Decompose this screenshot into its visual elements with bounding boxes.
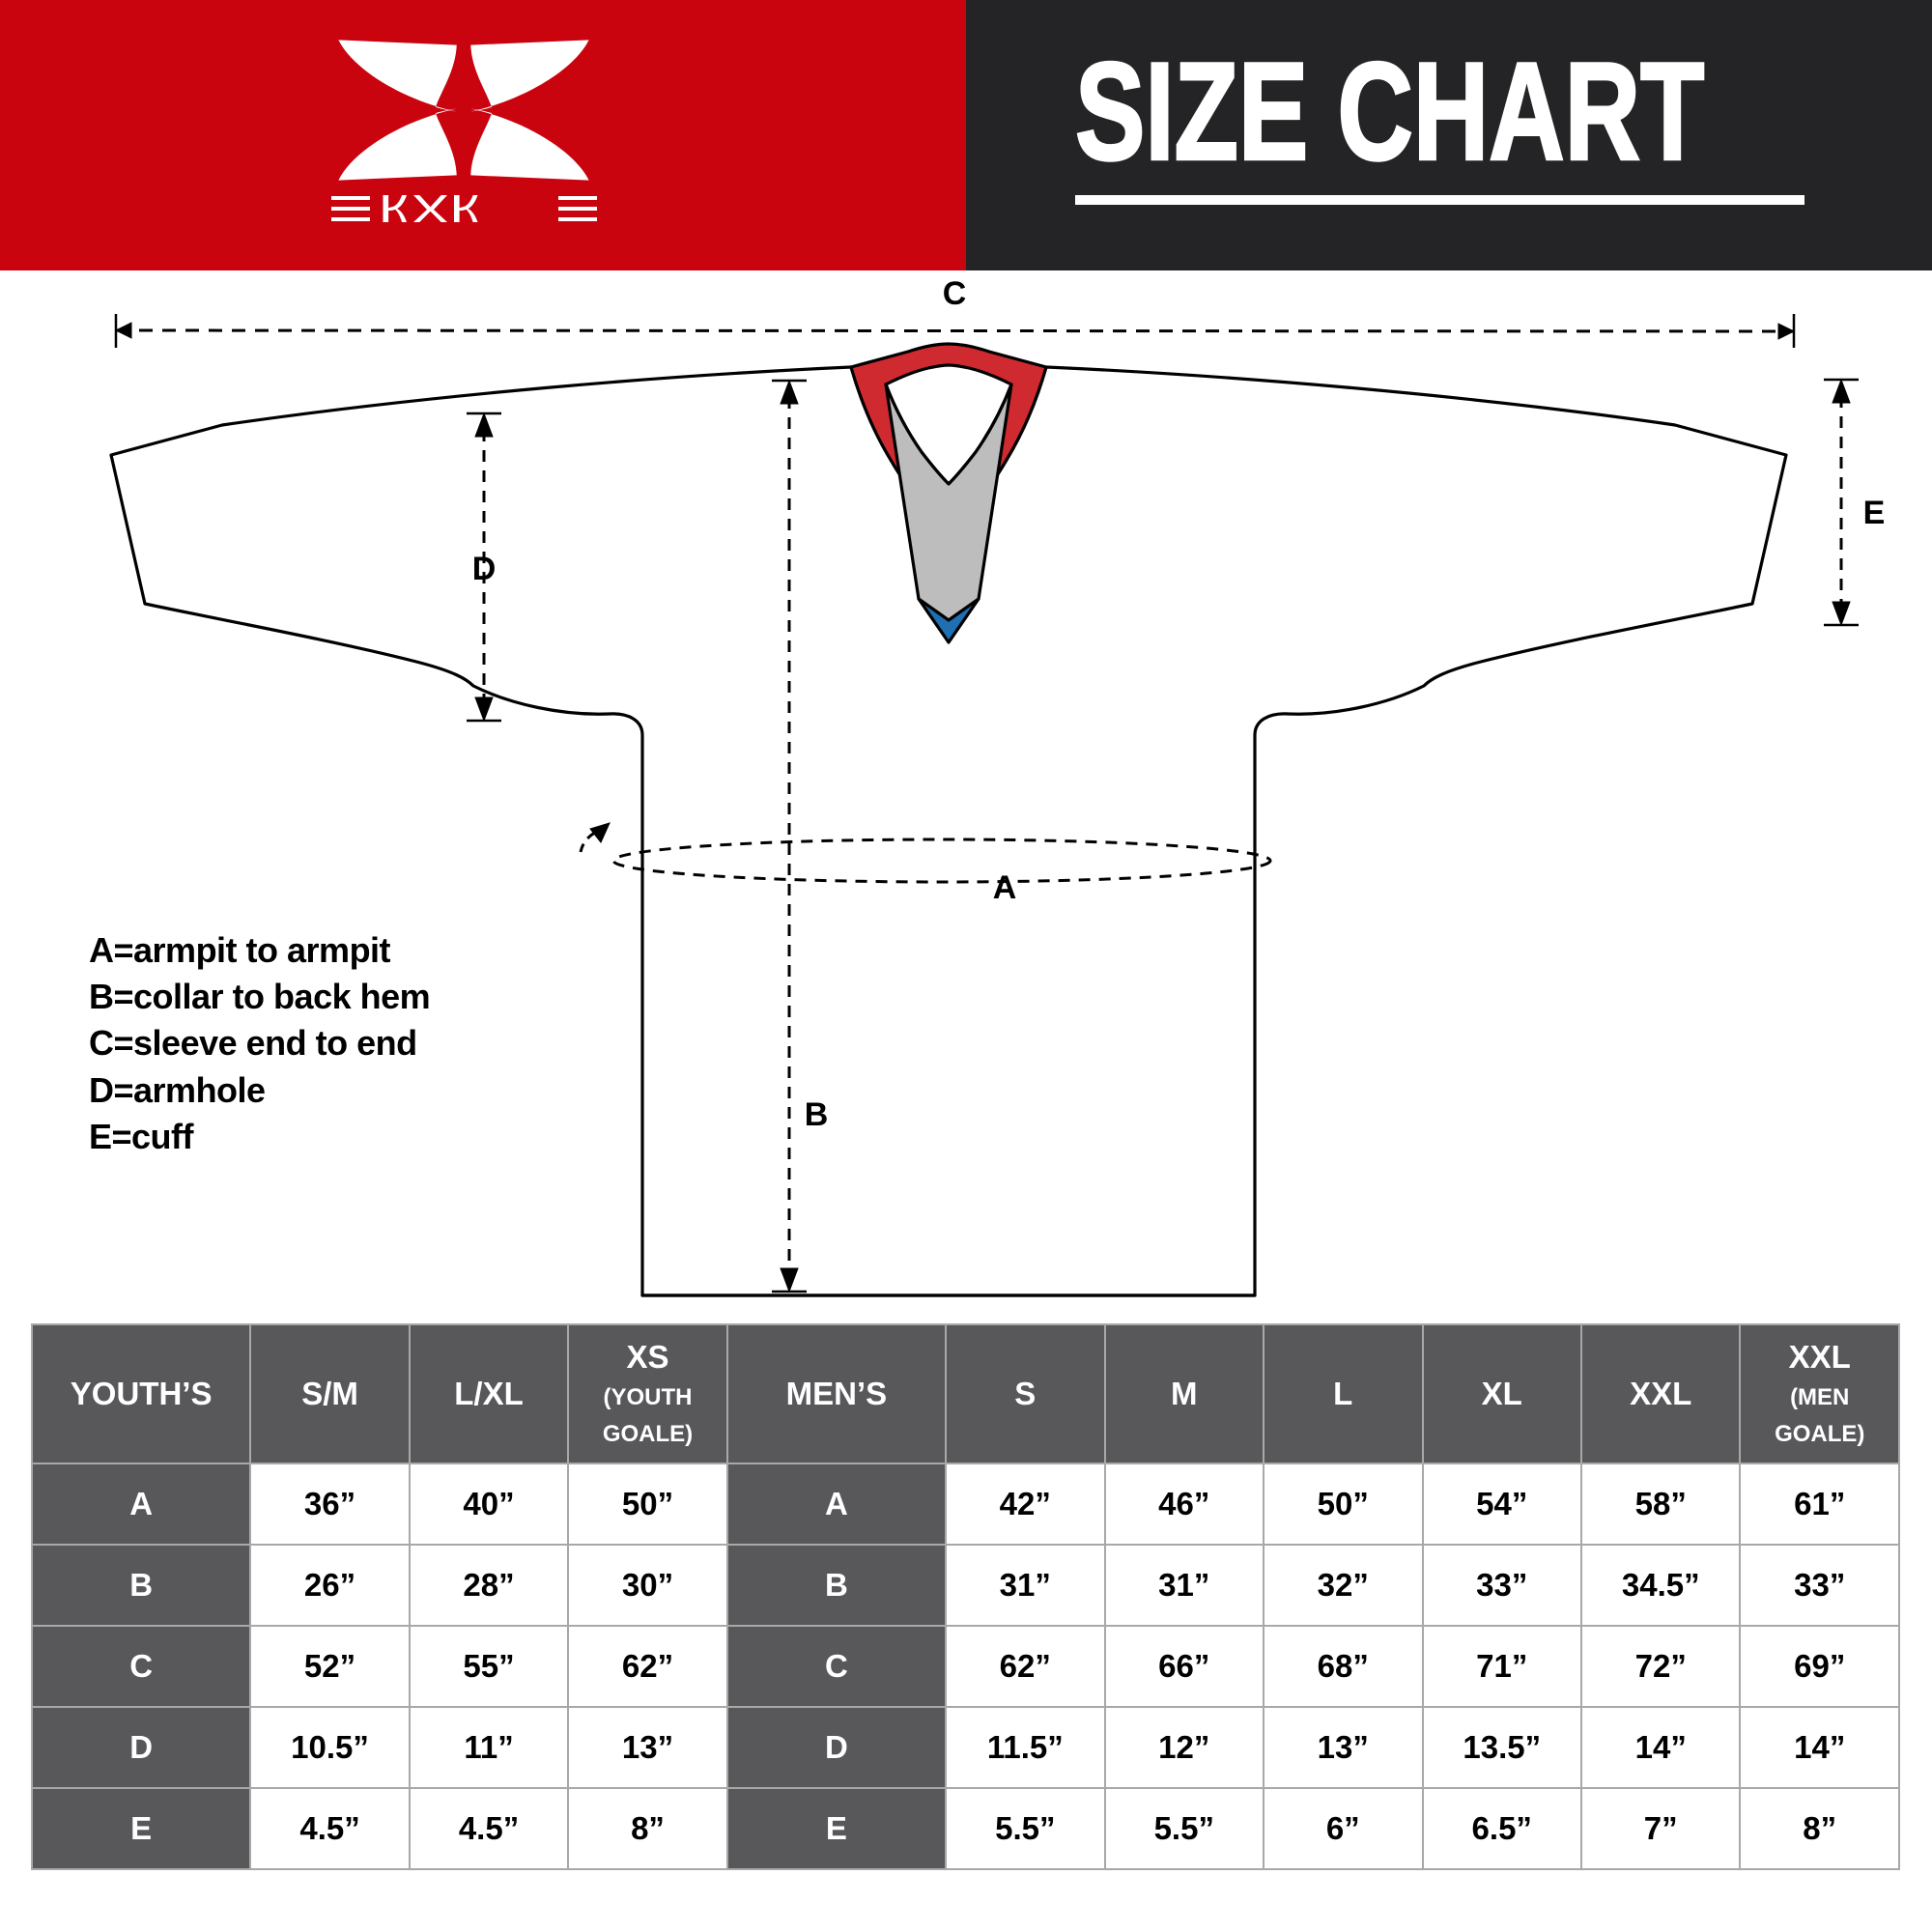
- svg-text:B: B: [805, 1096, 829, 1133]
- svg-text:C: C: [943, 275, 967, 312]
- svg-text:D: D: [472, 551, 497, 587]
- svg-text:E: E: [1863, 495, 1886, 531]
- svg-text:A: A: [993, 869, 1017, 906]
